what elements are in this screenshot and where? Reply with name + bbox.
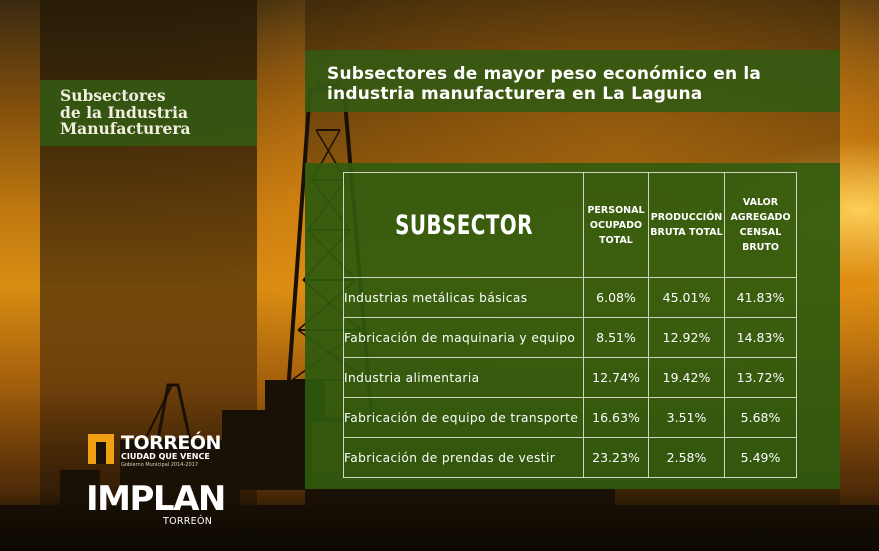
- torreon-logo-subline: Gobierno Municipal 2014-2017: [121, 462, 199, 468]
- main-title-line: industria manufacturera en La Laguna: [327, 84, 703, 104]
- header-text: TOTAL: [599, 234, 633, 246]
- table-header-row: SUBSECTOR PERSONAL OCUPADO TOTAL PRODUCC…: [344, 172, 797, 278]
- table-row: Industria alimentaria 12.74% 19.42% 13.7…: [343, 357, 797, 398]
- produccion-value: 19.42%: [648, 357, 725, 398]
- header-text: OCUPADO: [589, 219, 643, 231]
- valor-value: 5.68%: [724, 397, 797, 438]
- produccion-value: 45.01%: [648, 277, 725, 318]
- subsector-name: Industria alimentaria: [343, 357, 584, 398]
- subsector-name: Industrias metálicas básicas: [343, 277, 584, 318]
- subsector-table: SUBSECTOR PERSONAL OCUPADO TOTAL PRODUCC…: [343, 172, 797, 478]
- produccion-value: 2.58%: [648, 437, 725, 478]
- valor-value: 41.83%: [724, 277, 797, 318]
- header-valor-agregado: VALOR AGREGADO CENSAL BRUTO: [724, 172, 797, 278]
- torreon-logo-name: TORREÓN: [121, 432, 221, 454]
- section-title-panel: [40, 80, 257, 146]
- table-row: Fabricación de prendas de vestir 23.23% …: [343, 437, 797, 478]
- header-produccion-bruta: PRODUCCIÓN BRUTA TOTAL: [648, 172, 725, 278]
- ground-shadow: [0, 491, 879, 551]
- section-title: Subsectores de la Industria Manufacturer…: [60, 86, 191, 138]
- valor-value: 14.83%: [724, 317, 797, 358]
- produccion-value: 12.92%: [648, 317, 725, 358]
- header-text: AGREGADO: [730, 212, 791, 223]
- implan-logo-subtitle: TORREÓN: [163, 516, 213, 527]
- implan-logo: IMPLAN: [86, 479, 226, 519]
- section-title-line: Manufacturera: [60, 119, 191, 138]
- section-title-line: de la Industria: [60, 102, 189, 122]
- main-title-panel: [305, 50, 840, 112]
- section-title-line: Subsectores: [60, 86, 166, 105]
- table-row: Fabricación de maquinaria y equipo 8.51%…: [343, 317, 797, 358]
- personal-value: 16.63%: [583, 397, 649, 438]
- table-row: Industrias metálicas básicas 6.08% 45.01…: [343, 277, 797, 318]
- subsector-name: Fabricación de maquinaria y equipo: [343, 317, 584, 358]
- valor-value: 13.72%: [724, 357, 797, 398]
- subsector-name: Fabricación de prendas de vestir: [343, 437, 584, 478]
- header-text: PRODUCCIÓN: [650, 212, 723, 223]
- subsector-name: Fabricación de equipo de transporte: [343, 397, 584, 438]
- header-subsector-label: SUBSECTOR: [394, 209, 533, 241]
- table-row: Fabricación de equipo de transporte 16.6…: [343, 397, 797, 438]
- main-title-line: Subsectores de mayor peso económico en l…: [327, 64, 762, 84]
- header-text: PERSONAL: [587, 204, 645, 216]
- personal-value: 6.08%: [583, 277, 649, 318]
- personal-value: 12.74%: [583, 357, 649, 398]
- header-text: CENSAL BRUTO: [739, 227, 782, 253]
- torreon-logo-icon: [88, 434, 114, 464]
- header-text: VALOR: [742, 197, 779, 208]
- header-personal-ocupado: PERSONAL OCUPADO TOTAL: [583, 172, 649, 278]
- torreon-logo-tagline: CIUDAD QUE VENCE: [121, 452, 210, 461]
- header-text: BRUTA TOTAL: [650, 227, 723, 238]
- valor-value: 5.49%: [724, 437, 797, 478]
- produccion-value: 3.51%: [648, 397, 725, 438]
- personal-value: 8.51%: [583, 317, 649, 358]
- header-subsector: SUBSECTOR: [364, 172, 563, 278]
- main-title: Subsectores de mayor peso económico en l…: [327, 64, 827, 104]
- personal-value: 23.23%: [583, 437, 649, 478]
